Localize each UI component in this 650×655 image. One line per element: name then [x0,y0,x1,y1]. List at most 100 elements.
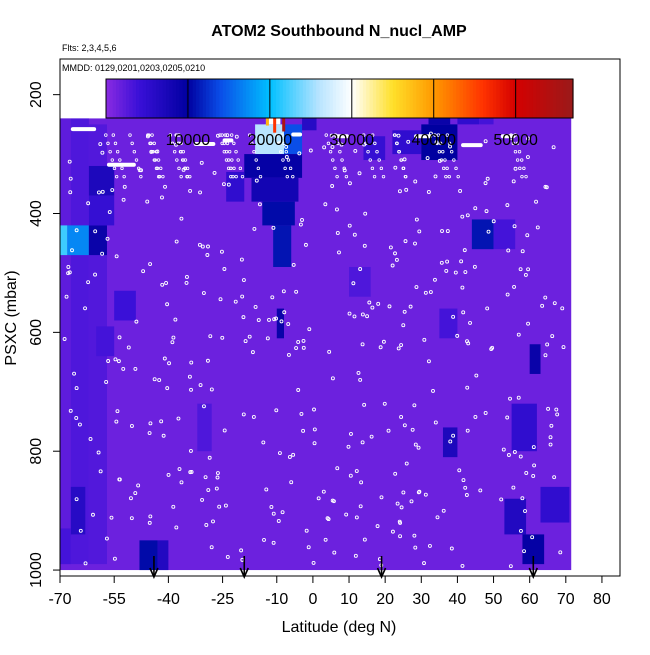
heatmap-cell [363,136,386,161]
sample-point [155,166,160,171]
sample-point [136,483,141,488]
colorbar-swatch [362,79,367,118]
sample-point [285,174,289,179]
sample-point [552,475,557,480]
sample-point [160,195,164,200]
colorbar-swatch [539,79,544,118]
colorbar-swatch [386,79,391,118]
colorbar-tick-label: 20000 [248,132,293,149]
heatmap-cell [197,403,212,452]
sample-point [198,383,203,387]
sample-point [223,133,228,137]
sample-point [543,353,548,358]
colorbar-swatch [522,79,527,118]
sample-point [460,214,465,219]
sample-point [335,174,339,179]
colorbar-swatch [512,79,517,118]
sample-point [189,387,193,392]
sample-point [251,415,256,419]
sample-point [70,248,74,253]
sample-point [134,319,139,324]
sample-point [428,290,433,295]
sample-point [311,560,316,565]
sample-point [312,407,316,412]
sample-point [271,540,276,545]
sample-point [523,509,527,513]
sample-point [464,493,469,497]
colorbar-swatch [462,79,467,118]
sample-point [435,515,440,520]
sample-point [505,415,510,420]
sample-point [232,141,236,146]
x-tick-label: -55 [103,591,126,608]
heatmap-cell [273,225,292,267]
sample-point [312,441,317,446]
sample-point [437,158,442,163]
sample-point [399,343,404,347]
sample-point [96,450,101,455]
sample-point [231,174,235,179]
colorbar-swatch [396,79,401,118]
sample-point [423,492,428,497]
colorbar-swatch [492,79,497,118]
sample-point [171,335,176,340]
colorbar-swatch [156,79,160,118]
sample-point [100,150,105,155]
sample-point [286,352,291,357]
sample-point [451,314,456,319]
sample-point [107,210,112,214]
colorbar-swatch [179,79,184,118]
sample-point [312,427,317,432]
sample-point [167,361,171,366]
heatmap-cell [349,266,371,297]
sample-point [327,349,332,354]
sample-point [221,182,226,187]
colorbar-swatch [509,79,514,118]
sample-point [511,141,515,146]
colorbar-swatch [489,79,494,118]
sample-point [457,468,462,473]
sample-point [520,249,525,254]
sample-point [162,356,167,361]
sample-point [132,150,137,154]
sample-point [133,491,138,496]
sample-point [113,357,118,362]
sample-point [161,433,166,438]
sample-point [226,182,231,187]
sample-point [491,219,496,224]
sample-point [532,463,537,468]
sample-point [531,474,536,478]
heatmap-cell [60,118,71,565]
sample-point [303,242,308,247]
sample-point [214,486,219,491]
sample-point [205,253,210,257]
x-tick-label: 30 [412,591,430,608]
sample-point [506,248,511,253]
heatmap-cell [529,344,541,374]
colorbar-swatch [526,79,531,118]
colorbar-tick-label: 30000 [330,132,375,149]
colorbar-swatch [466,79,471,118]
heatmap-cell [439,308,458,339]
colorbar-swatch [302,79,307,118]
sample-point [382,401,387,406]
sample-point [174,525,179,530]
colorbar-swatch [126,79,130,118]
sample-point [280,510,285,515]
sample-point [261,440,266,445]
sample-point [215,471,220,476]
sample-point [465,213,470,218]
sample-point [232,166,236,171]
sample-point [413,545,418,550]
sample-point [282,310,287,315]
sample-point [331,158,335,162]
sample-point [298,222,303,227]
sample-point [525,233,530,238]
sample-point [395,141,399,146]
sample-point [150,133,154,137]
sample-point [551,145,556,150]
sample-point [506,453,511,457]
heatmap-cell [471,219,494,250]
sample-point [296,340,301,344]
sample-point [460,563,465,568]
